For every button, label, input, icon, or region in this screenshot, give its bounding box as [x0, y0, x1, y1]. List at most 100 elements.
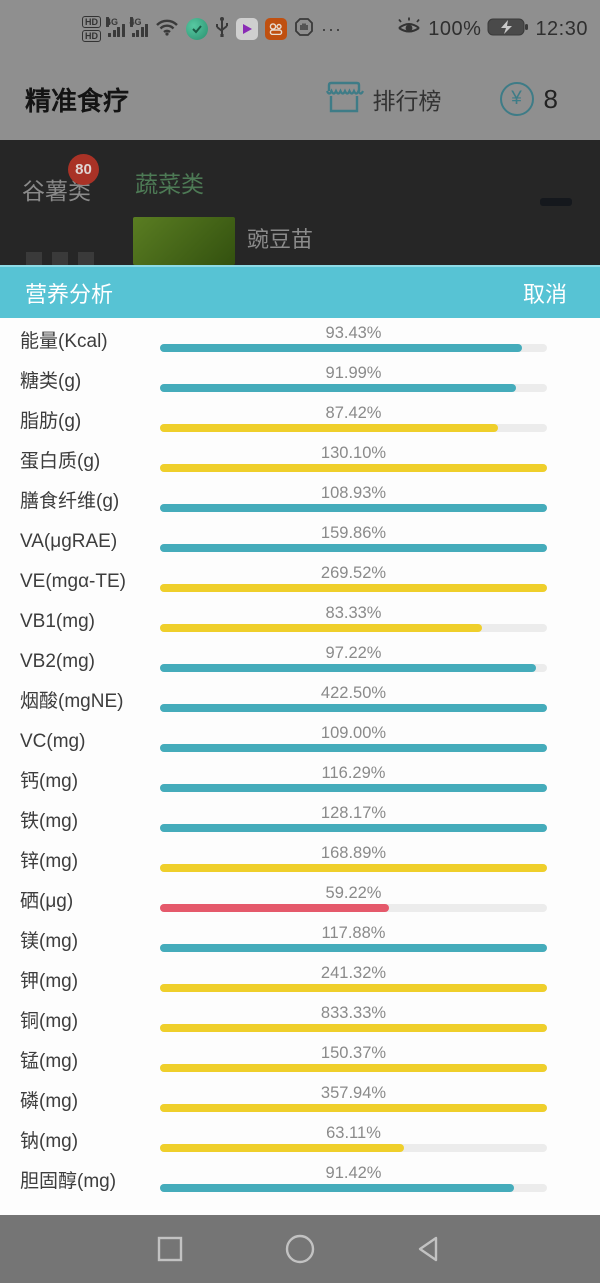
- progress-track: [160, 344, 547, 352]
- nutrient-row: 锌(mg) 168.89%: [0, 841, 600, 881]
- nutrient-row: VA(μgRAE) 159.86%: [0, 521, 600, 561]
- nutrient-label: 磷(mg): [20, 1091, 79, 1112]
- progress-fill: [160, 544, 547, 552]
- status-bar: HD HD 4G 4G: [0, 0, 600, 58]
- progress-track: [160, 384, 547, 392]
- progress-fill: [160, 864, 547, 872]
- kuaishou-app-icon: [265, 18, 287, 40]
- nutrient-percent-value: 150.37%: [320, 1044, 387, 1062]
- progress-fill: [160, 744, 547, 752]
- partial-sidebar-item: [26, 252, 98, 265]
- nutrient-row: 钙(mg) 116.29%: [0, 761, 600, 801]
- nutrition-sheet-header: 营养分析 取消: [0, 265, 600, 318]
- android-nav-bar: [0, 1215, 600, 1283]
- nutrient-row: 铁(mg) 128.17%: [0, 801, 600, 841]
- category-title-vegetables: 蔬菜类: [135, 171, 204, 197]
- progress-track: [160, 464, 547, 472]
- nutrient-label: 锰(mg): [20, 1051, 79, 1072]
- nutrient-label: VA(μgRAE): [20, 531, 118, 552]
- nutrient-row: 蛋白质(g) 130.10%: [0, 441, 600, 481]
- nutrient-percent-value: 59.22%: [325, 884, 382, 902]
- progress-track: [160, 944, 547, 952]
- nutrient-label: 铁(mg): [20, 811, 79, 832]
- nutrient-row: 硒(μg) 59.22%: [0, 881, 600, 921]
- progress-fill: [160, 424, 499, 432]
- nutrient-row: 胆固醇(mg) 91.42%: [0, 1161, 600, 1201]
- nutrient-row: VE(mgα-TE) 269.52%: [0, 561, 600, 601]
- nutrient-percent-value: 87.42%: [325, 404, 382, 422]
- nutrient-label: 铜(mg): [20, 1011, 79, 1032]
- progress-fill: [160, 784, 547, 792]
- nutrient-row: 能量(Kcal) 93.43%: [0, 321, 600, 361]
- nutrient-label: 蛋白质(g): [20, 451, 101, 472]
- nutrient-percent-value: 422.50%: [320, 684, 387, 702]
- recents-square-icon[interactable]: [130, 1215, 210, 1283]
- dimmed-top-chrome: HD HD 4G 4G: [0, 0, 600, 140]
- battery-percent-label: 100%: [428, 17, 482, 40]
- progress-track: [160, 704, 547, 712]
- nutrient-percent-value: 241.32%: [320, 964, 387, 982]
- progress-fill: [160, 944, 547, 952]
- progress-track: [160, 544, 547, 552]
- nutrient-label: 钙(mg): [20, 771, 79, 792]
- home-circle-icon[interactable]: [260, 1215, 340, 1283]
- signal-sim1-icon: 4G: [106, 17, 125, 37]
- food-thumbnail: [133, 217, 235, 265]
- battery-charging-icon: [487, 17, 529, 42]
- cancel-button[interactable]: 取消: [522, 281, 567, 307]
- progress-fill: [160, 344, 522, 352]
- nutrient-percent-value: 83.33%: [325, 604, 382, 622]
- progress-track: [160, 824, 547, 832]
- food-item-name: 豌豆苗: [247, 227, 314, 252]
- nutrient-percent-value: 130.10%: [320, 444, 387, 462]
- do-not-disturb-icon: [294, 17, 314, 42]
- nutrient-row: VC(mg) 109.00%: [0, 721, 600, 761]
- nutrient-label: VB2(mg): [20, 651, 95, 672]
- back-triangle-icon[interactable]: [388, 1215, 468, 1283]
- nutrient-label: 镁(mg): [20, 931, 79, 952]
- nutrient-row: 烟酸(mgNE) 422.50%: [0, 681, 600, 721]
- nutrient-row: 糖类(g) 91.99%: [0, 361, 600, 401]
- nutrient-label: 钠(mg): [20, 1131, 79, 1152]
- coin-button[interactable]: ¥ 8: [499, 82, 558, 116]
- usb-icon: [215, 16, 229, 43]
- progress-fill: [160, 584, 547, 592]
- nutrient-row: 镁(mg) 117.88%: [0, 921, 600, 961]
- progress-track: [160, 624, 547, 632]
- progress-track: [160, 1024, 547, 1032]
- progress-track: [160, 904, 547, 912]
- nutrient-percent-value: 357.94%: [320, 1084, 387, 1102]
- progress-track: [160, 664, 547, 672]
- video-play-app-icon: [236, 18, 258, 40]
- nutrient-label: VC(mg): [20, 731, 86, 752]
- nutrient-label: 膳食纤维(g): [20, 491, 120, 512]
- nutrient-percent-value: 159.86%: [320, 524, 387, 542]
- progress-track: [160, 784, 547, 792]
- progress-fill: [160, 384, 516, 392]
- ranking-button[interactable]: 排行榜: [324, 79, 442, 120]
- nutrient-label: VE(mgα-TE): [20, 571, 126, 592]
- progress-fill: [160, 1064, 547, 1072]
- page-title: 精准食疗: [25, 85, 130, 116]
- app-header: 精准食疗 排行榜 ¥ 8: [0, 58, 600, 140]
- nutrient-row: 锰(mg) 150.37%: [0, 1041, 600, 1081]
- progress-track: [160, 584, 547, 592]
- hd-volte-icon: HD HD: [82, 16, 101, 42]
- progress-track: [160, 864, 547, 872]
- progress-track: [160, 984, 547, 992]
- modal-scrim-content[interactable]: 谷薯类 80 蔬菜类 豌豆苗: [0, 140, 600, 265]
- nutrient-percent-value: 93.43%: [325, 324, 382, 342]
- eye-comfort-icon: [396, 16, 422, 43]
- progress-fill: [160, 504, 547, 512]
- nutrient-label: 烟酸(mgNE): [20, 691, 124, 712]
- progress-track: [160, 1144, 547, 1152]
- more-dots-icon: ···: [321, 19, 342, 39]
- progress-fill: [160, 1144, 405, 1152]
- progress-fill: [160, 704, 547, 712]
- progress-fill: [160, 664, 537, 672]
- progress-fill: [160, 1024, 547, 1032]
- nutrient-percent-value: 833.33%: [320, 1004, 387, 1022]
- progress-fill: [160, 1104, 547, 1112]
- wifi-icon: [155, 18, 179, 41]
- nutrient-label: 锌(mg): [20, 851, 79, 872]
